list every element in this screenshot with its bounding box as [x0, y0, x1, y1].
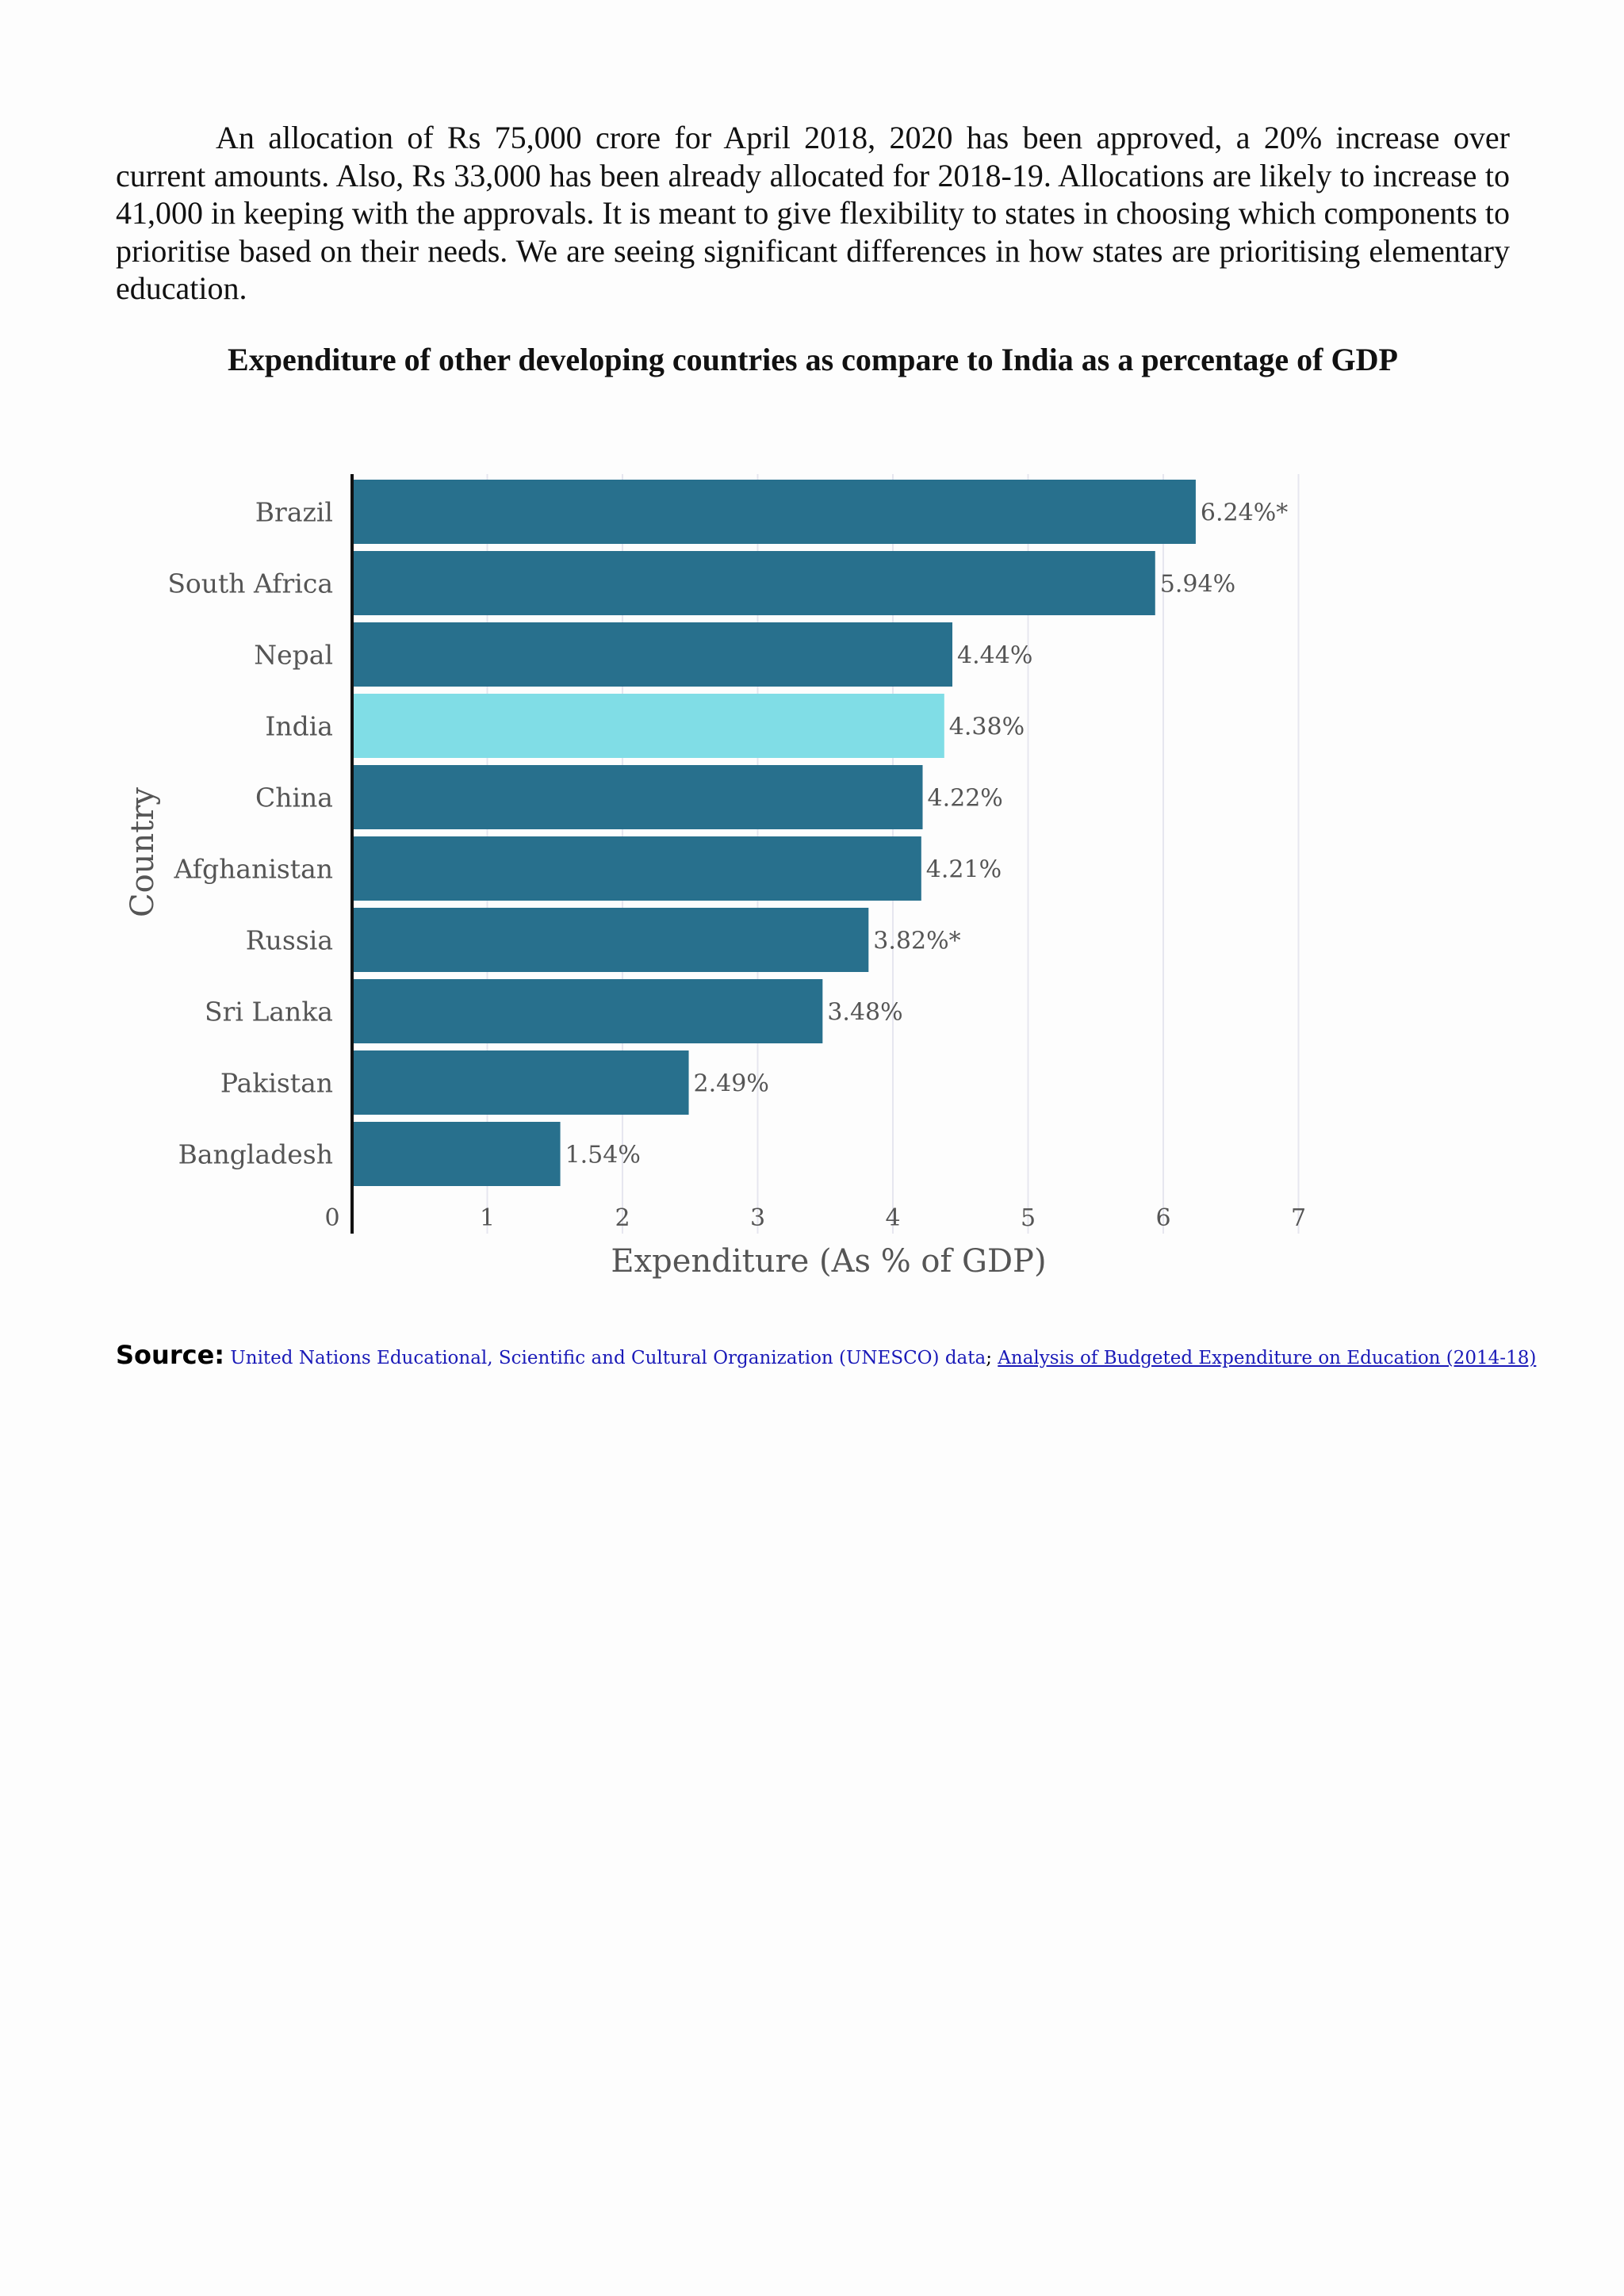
category-label: Nepal	[254, 640, 333, 671]
value-label: 4.38%	[949, 714, 1025, 741]
bar-nepal	[352, 622, 953, 687]
bar-bangladesh	[352, 1122, 561, 1186]
bar-pakistan	[352, 1050, 689, 1115]
value-label: 1.54%	[565, 1142, 641, 1169]
value-label: 4.44%	[957, 642, 1032, 670]
x-tick-label: 4	[885, 1204, 900, 1232]
value-label: 2.49%	[694, 1070, 769, 1098]
x-tick-label: 3	[750, 1204, 765, 1232]
bar-afghanistan	[352, 836, 921, 901]
bar-chart: Brazil 6.24%* South Africa 5.94% Nepal 4.44% I…	[124, 474, 1306, 1280]
bar-india	[352, 694, 944, 758]
source-text: United Nations Educational, Scientific a…	[230, 1348, 986, 1368]
x-tick-label: 5	[1021, 1204, 1036, 1232]
value-label: 6.24%*	[1201, 499, 1288, 527]
source-separator: ;	[986, 1348, 992, 1368]
source-link[interactable]: Analysis of Budgeted Expenditure on Educ…	[998, 1348, 1537, 1368]
x-tick-label: 0	[324, 1204, 339, 1232]
bar-china	[352, 765, 923, 829]
category-label: Afghanistan	[174, 854, 333, 885]
bar-sri-lanka	[352, 979, 823, 1043]
category-label: Russia	[246, 925, 333, 956]
value-label: 4.21%	[926, 856, 1002, 884]
source-line: Source: United Nations Educational, Scie…	[116, 1340, 1536, 1370]
category-label: South Africa	[167, 568, 333, 599]
value-label: 3.48%	[827, 999, 902, 1027]
category-label: India	[265, 711, 333, 742]
x-tick-label: 2	[615, 1204, 630, 1232]
category-label: Sri Lanka	[205, 997, 333, 1027]
bar-brazil	[352, 480, 1196, 544]
value-label: 4.22%	[928, 785, 1003, 813]
chart-title: Expenditure of other developing countrie…	[228, 342, 1398, 377]
x-axis-title: Expenditure (As % of GDP)	[611, 1243, 1046, 1280]
category-label: Pakistan	[220, 1068, 333, 1099]
category-label: China	[255, 783, 333, 813]
bar-russia	[352, 908, 869, 972]
bar-south-africa	[352, 551, 1155, 615]
category-label: Brazil	[255, 497, 333, 528]
category-label: Bangladesh	[178, 1139, 333, 1170]
source-label: Source:	[116, 1340, 225, 1370]
x-tick-label: 7	[1291, 1204, 1306, 1232]
x-tick-label: 1	[480, 1204, 495, 1232]
x-tick-label: 6	[1155, 1204, 1170, 1232]
y-axis-title: Country	[124, 787, 161, 917]
value-label: 5.94%	[1160, 571, 1235, 599]
value-label: 3.82%*	[873, 928, 960, 955]
intro-paragraph: An allocation of Rs 75,000 crore for Apr…	[116, 120, 1510, 306]
